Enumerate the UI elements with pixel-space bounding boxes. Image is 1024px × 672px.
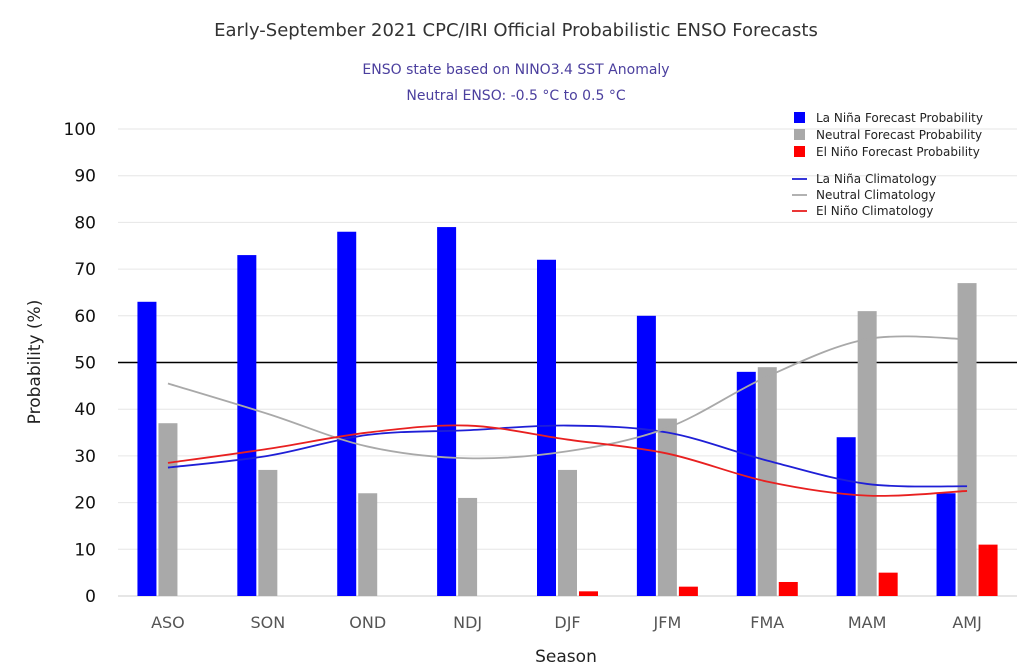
- bar-la-fma: [736, 371, 756, 596]
- y-tick-label: 20: [74, 494, 96, 514]
- y-axis-title: Probability (%): [25, 300, 45, 425]
- x-tick-label: NDJ: [453, 613, 482, 632]
- x-tick-label: DJF: [554, 613, 580, 632]
- bar-la-djf: [537, 259, 556, 596]
- y-tick-label: 70: [74, 260, 96, 280]
- bar-la-son: [237, 255, 257, 596]
- bar-la-ond: [337, 231, 357, 597]
- bar-el-fma: [778, 581, 798, 596]
- legend: La Niña Forecast Probability Neutral Fore…: [792, 111, 983, 218]
- bar-neutral-djf: [558, 469, 577, 596]
- bar-la-ndj: [437, 227, 457, 596]
- x-tick-label: OND: [349, 613, 386, 632]
- chart-subtitle-line2: Neutral ENSO: -0.5 °C to 0.5 °C: [406, 88, 625, 104]
- x-tick-label: FMA: [750, 613, 784, 632]
- legend-swatch-la-nina-forecast-probability: [794, 112, 805, 123]
- legend-swatch-neutral-forecast-probability: [794, 129, 805, 140]
- x-axis-ticks: ASO SON OND NDJ DJF JFM FMA MAM AMJ: [151, 613, 982, 632]
- chart-subtitle-line1: ENSO state based on NINO3.4 SST Anomaly: [362, 62, 669, 78]
- bar-neutral-jfm: [657, 418, 677, 596]
- y-tick-label: 0: [85, 587, 96, 607]
- bar-el-djf: [579, 591, 598, 596]
- bar-neutral-son: [258, 469, 278, 596]
- bar-la-mam: [836, 437, 856, 596]
- bar-el-mam: [878, 572, 898, 596]
- bar-la-aso: [137, 301, 157, 596]
- y-tick-label: 30: [74, 447, 96, 467]
- y-tick-label: 90: [74, 167, 96, 187]
- x-tick-label: SON: [250, 613, 285, 632]
- bar-neutral-aso: [158, 423, 178, 596]
- y-tick-label: 40: [74, 400, 96, 420]
- x-axis-title: Season: [535, 647, 597, 667]
- legend-label-la-nina-climatology: La Niña Climatology: [816, 172, 936, 186]
- legend-label-el-nino-forecast-probability: El Niño Forecast Probability: [816, 145, 980, 159]
- bar-el-amj: [978, 544, 998, 596]
- bars: [137, 227, 998, 597]
- bar-neutral-amj: [957, 283, 977, 596]
- chart-title: Early-September 2021 CPC/IRI Official Pr…: [214, 20, 818, 41]
- y-axis-ticks: 0 10 20 30 40 50 60 70 80 90 100: [64, 120, 96, 607]
- x-tick-label: JFM: [653, 613, 682, 632]
- bar-el-jfm: [678, 586, 698, 596]
- y-tick-label: 60: [74, 307, 96, 327]
- legend-label-neutral-climatology: Neutral Climatology: [816, 188, 936, 202]
- bar-la-jfm: [636, 315, 656, 596]
- legend-label-la-nina-forecast-probability: La Niña Forecast Probability: [816, 111, 983, 125]
- y-tick-label: 10: [74, 540, 96, 560]
- climatology-lines: [167, 335, 968, 497]
- legend-label-el-nino-climatology: El Niño Climatology: [816, 204, 933, 218]
- bar-la-amj: [936, 493, 956, 596]
- line-el-climatology: [167, 424, 968, 497]
- bar-neutral-ndj: [458, 497, 478, 596]
- line-neutral-climatology: [167, 335, 968, 460]
- x-tick-label: AMJ: [952, 613, 981, 632]
- y-tick-label: 80: [74, 213, 96, 233]
- y-tick-label: 100: [64, 120, 96, 140]
- x-tick-label: MAM: [848, 613, 887, 632]
- x-tick-label: ASO: [151, 613, 185, 632]
- bar-neutral-ond: [358, 493, 378, 596]
- legend-label-neutral-forecast-probability: Neutral Forecast Probability: [816, 128, 982, 142]
- legend-swatch-el-nino-forecast-probability: [794, 146, 805, 157]
- y-tick-label: 50: [74, 354, 96, 374]
- bar-neutral-mam: [857, 311, 877, 596]
- line-la-climatology: [167, 424, 968, 488]
